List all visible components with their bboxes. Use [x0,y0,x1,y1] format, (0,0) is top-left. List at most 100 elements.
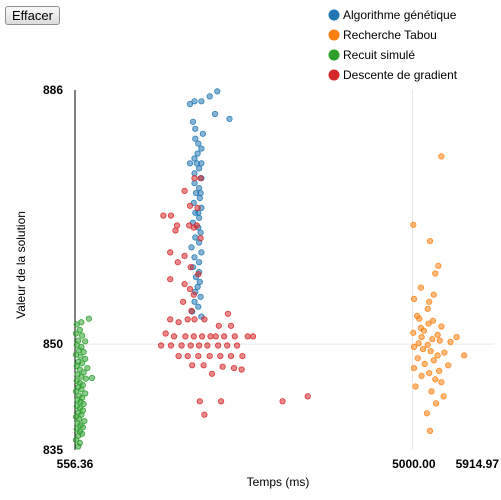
data-point [82,390,89,397]
data-point [188,307,195,314]
data-point [199,333,206,340]
data-point [192,190,200,197]
data-point [167,249,174,256]
y-tick-label: 886 [43,83,63,97]
data-point [434,331,441,338]
data-point [190,333,197,340]
legend-label: Descente de gradient [343,68,458,82]
data-point [72,388,80,395]
data-point [200,362,207,369]
data-point [201,316,208,323]
y-tick-label: 835 [43,443,63,457]
legend-marker [328,49,340,61]
data-point [197,235,204,242]
data-point [82,355,89,362]
data-point [440,393,447,400]
x-tick-label: 5914.97 [456,457,500,471]
data-point [189,362,196,369]
data-point [234,342,241,349]
data-point [430,357,437,364]
data-point [410,295,418,302]
data-point [224,310,231,317]
data-point [191,155,198,162]
clear-button[interactable]: Effacer [5,6,60,25]
data-point [73,321,80,328]
data-point [79,424,87,431]
data-point [436,337,443,344]
data-point [227,352,235,360]
data-point [420,327,427,334]
data-point [175,319,182,326]
data-point [181,187,188,194]
data-point [162,330,169,337]
data-point [196,342,203,349]
data-point [187,342,194,349]
data-point [78,386,85,393]
legend-label: Recherche Tabou [343,28,437,42]
data-point [196,214,203,221]
data-point [212,333,219,340]
data-point [453,333,460,341]
data-point [189,118,197,125]
data-point [72,330,80,337]
data-point [186,101,194,108]
data-point [430,291,437,298]
data-point [198,145,205,152]
data-point [226,115,233,123]
data-point [418,372,425,379]
data-point [193,222,200,229]
data-point [244,333,251,340]
data-point [231,333,238,340]
data-point [191,254,198,261]
data-point [425,320,432,327]
legend-label: Algorithme génétique [343,8,457,22]
x-axis-title: Temps (ms) [247,475,310,489]
data-point [410,364,418,372]
data-point [192,234,199,241]
data-point [432,376,439,383]
data-point [188,244,195,251]
data-point [187,264,194,271]
data-point [432,400,440,407]
data-point [181,280,188,288]
axes: 835 850 886 556.36 5000.00 5914.97 Temps (ms) V… [14,83,499,489]
data-point [438,153,445,160]
data-point [192,135,199,142]
y-tick-label: 850 [43,337,63,351]
data-point [432,270,439,277]
data-point [167,316,174,323]
data-point [461,352,468,359]
data-point [421,360,428,367]
data-point [191,298,198,305]
data-point [167,276,174,283]
data-point [239,352,246,360]
data-point [441,349,448,356]
data-point [172,227,179,234]
data-point [197,293,204,300]
data-point [218,398,225,405]
data-point [447,338,454,346]
data-point [197,175,204,182]
data-point [181,252,188,259]
data-point [84,364,91,372]
data-point [410,221,417,228]
data-point [227,322,235,329]
data-point [191,180,198,187]
data-point [419,345,427,353]
data-point [88,374,96,382]
data-point [428,388,435,395]
data-point [424,341,431,348]
data-point [279,398,286,405]
data-point [195,140,202,147]
data-point [435,367,443,374]
data-point [206,93,213,100]
data-point [186,285,194,293]
data-point [429,317,437,324]
data-point [198,98,205,105]
data-point [438,323,445,330]
legend: Algorithme génétique Recherche Tabou Recui… [328,8,458,82]
data-point [219,363,226,370]
data-point [174,259,181,266]
data-point [215,322,222,329]
